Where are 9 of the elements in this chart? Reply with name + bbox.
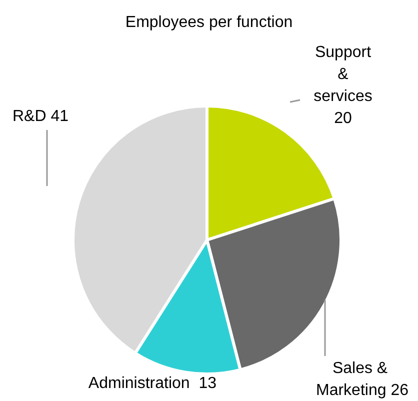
slice-label: Support & services	[314, 44, 372, 105]
slice-label: Administration	[88, 375, 190, 392]
category-label: Sales & Marketing	[316, 360, 388, 399]
slice-label: R&D	[12, 108, 46, 125]
data-label: 13	[198, 375, 217, 392]
data-label: 20	[334, 110, 352, 127]
data-label: 26	[390, 382, 409, 399]
data-label: 41	[50, 108, 69, 125]
chart-title: Employees per function	[125, 14, 293, 31]
